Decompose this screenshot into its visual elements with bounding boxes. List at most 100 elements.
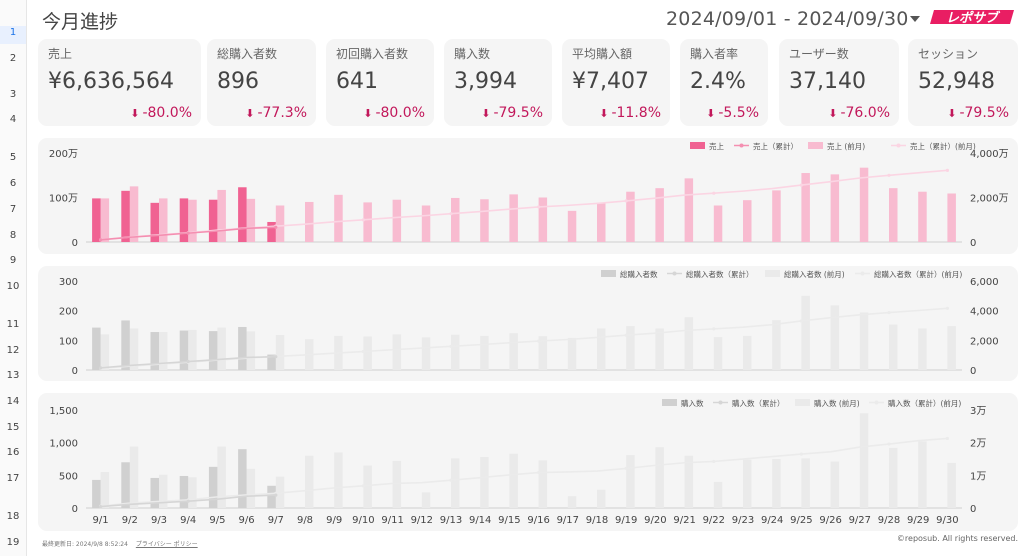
bar-current[interactable] (121, 462, 130, 508)
bar-prev-month[interactable] (772, 190, 781, 242)
bar-current[interactable] (208, 331, 218, 370)
bar-prev-month[interactable] (217, 189, 226, 242)
bar-prev-month[interactable] (538, 336, 548, 370)
line-cumulative-prev-month-point[interactable] (449, 344, 453, 348)
legend-label[interactable]: 売上（累計）(前月) (910, 141, 976, 151)
legend-label[interactable]: 売上 (前月) (827, 141, 865, 151)
bar-current[interactable] (121, 190, 130, 242)
bar-prev-month[interactable] (334, 452, 343, 508)
legend-label[interactable]: 購入数 (681, 398, 704, 408)
bar-prev-month[interactable] (392, 460, 402, 508)
row-number[interactable]: 6 (9, 178, 17, 189)
line-cumulative-prev-month-point[interactable] (624, 333, 628, 337)
line-cumulative-prev-month-point[interactable] (537, 470, 541, 475)
legend-label[interactable]: 売上 (709, 141, 724, 151)
bar-current[interactable] (150, 477, 160, 508)
bar-prev-month[interactable] (859, 312, 869, 370)
line-cumulative-prev-month-point[interactable] (449, 478, 453, 482)
row-number[interactable]: 1 (9, 27, 17, 38)
line-cumulative-prev-month-point[interactable] (449, 212, 453, 216)
bar-prev-month[interactable] (129, 446, 139, 508)
bar-prev-month[interactable] (217, 327, 226, 370)
bar-prev-month[interactable] (451, 458, 460, 508)
bar-prev-month[interactable] (889, 324, 898, 370)
bar-prev-month[interactable] (655, 188, 664, 242)
bar-prev-month[interactable] (363, 465, 372, 508)
legend-label[interactable]: 購入数 (前月) (814, 398, 860, 408)
row-number[interactable]: 16 (6, 447, 20, 458)
bar-prev-month[interactable] (772, 320, 781, 370)
bar-prev-month[interactable] (743, 459, 752, 508)
row-number[interactable]: 11 (6, 319, 20, 330)
bar-prev-month[interactable] (830, 461, 840, 508)
bar-current[interactable] (92, 198, 101, 242)
bar-prev-month[interactable] (597, 328, 606, 370)
bar-current[interactable] (267, 485, 276, 508)
bar-prev-month[interactable] (421, 205, 431, 242)
bar-prev-month[interactable] (713, 481, 723, 508)
bar-prev-month[interactable] (275, 205, 285, 242)
legend-label[interactable]: 購入数（累計） (732, 398, 785, 408)
row-number[interactable]: 7 (9, 204, 17, 215)
chevron-down-icon[interactable] (910, 16, 920, 22)
bar-prev-month[interactable] (889, 447, 898, 508)
bar-prev-month[interactable] (509, 333, 518, 370)
line-cumulative-prev-month-point[interactable] (712, 459, 716, 464)
bar-prev-month[interactable] (626, 455, 635, 508)
bar-prev-month[interactable] (626, 326, 635, 370)
line-cumulative-prev-month-point[interactable] (887, 310, 891, 315)
bar-prev-month[interactable] (743, 335, 752, 370)
bar-prev-month[interactable] (801, 458, 810, 508)
bar-prev-month[interactable] (684, 455, 694, 508)
bar-prev-month[interactable] (713, 337, 723, 370)
bar-prev-month[interactable] (947, 193, 956, 242)
bar-current[interactable] (92, 327, 101, 370)
line-cumulative-prev-month-point[interactable] (624, 466, 628, 471)
legend-label[interactable]: 総購入者数（累計）(前月) (874, 269, 962, 279)
row-number[interactable]: 19 (6, 537, 20, 548)
line-cumulative-point[interactable] (274, 225, 278, 229)
row-number[interactable]: 15 (6, 422, 20, 433)
row-number[interactable]: 13 (6, 370, 20, 381)
row-number[interactable]: 14 (6, 396, 20, 407)
row-number[interactable]: 17 (6, 473, 20, 484)
bar-prev-month[interactable] (538, 197, 548, 243)
line-cumulative-point[interactable] (99, 504, 103, 509)
line-cumulative-prev-month-point[interactable] (537, 339, 541, 343)
bar-prev-month[interactable] (801, 173, 810, 242)
bar-current[interactable] (267, 221, 276, 242)
bar-prev-month[interactable] (597, 489, 606, 508)
row-number[interactable]: 18 (6, 511, 20, 522)
bar-prev-month[interactable] (480, 335, 489, 370)
bar-prev-month[interactable] (830, 174, 840, 242)
line-cumulative-point[interactable] (186, 359, 190, 364)
bar-prev-month[interactable] (100, 334, 110, 370)
bar-prev-month[interactable] (538, 460, 548, 508)
line-cumulative-point[interactable] (99, 238, 103, 242)
bar-prev-month[interactable] (100, 472, 110, 508)
bar-current[interactable] (179, 330, 189, 370)
bar-prev-month[interactable] (626, 191, 635, 242)
bar-prev-month[interactable] (421, 492, 431, 508)
bar-prev-month[interactable] (451, 197, 460, 242)
line-cumulative-prev-month-point[interactable] (799, 319, 804, 323)
bar-current[interactable] (208, 199, 218, 242)
bar-prev-month[interactable] (772, 459, 781, 508)
line-cumulative-prev-month-point[interactable] (887, 442, 891, 446)
line-cumulative-prev-month-point[interactable] (361, 484, 365, 488)
row-number[interactable]: 2 (9, 53, 17, 64)
bar-prev-month[interactable] (859, 167, 869, 242)
row-number[interactable]: 4 (9, 114, 17, 125)
row-number[interactable]: 3 (9, 89, 17, 100)
line-cumulative-prev-month-point[interactable] (537, 205, 541, 209)
bar-prev-month[interactable] (889, 188, 898, 242)
bar-current[interactable] (121, 320, 130, 370)
bar-prev-month[interactable] (159, 198, 168, 242)
bar-prev-month[interactable] (859, 413, 869, 508)
line-cumulative-prev-month-point[interactable] (799, 183, 804, 187)
bar-current[interactable] (150, 202, 160, 242)
bar-current[interactable] (267, 354, 276, 370)
line-cumulative-prev-month-point[interactable] (799, 452, 804, 456)
line-cumulative-prev-month-point[interactable] (945, 168, 950, 172)
bar-current[interactable] (92, 479, 101, 508)
